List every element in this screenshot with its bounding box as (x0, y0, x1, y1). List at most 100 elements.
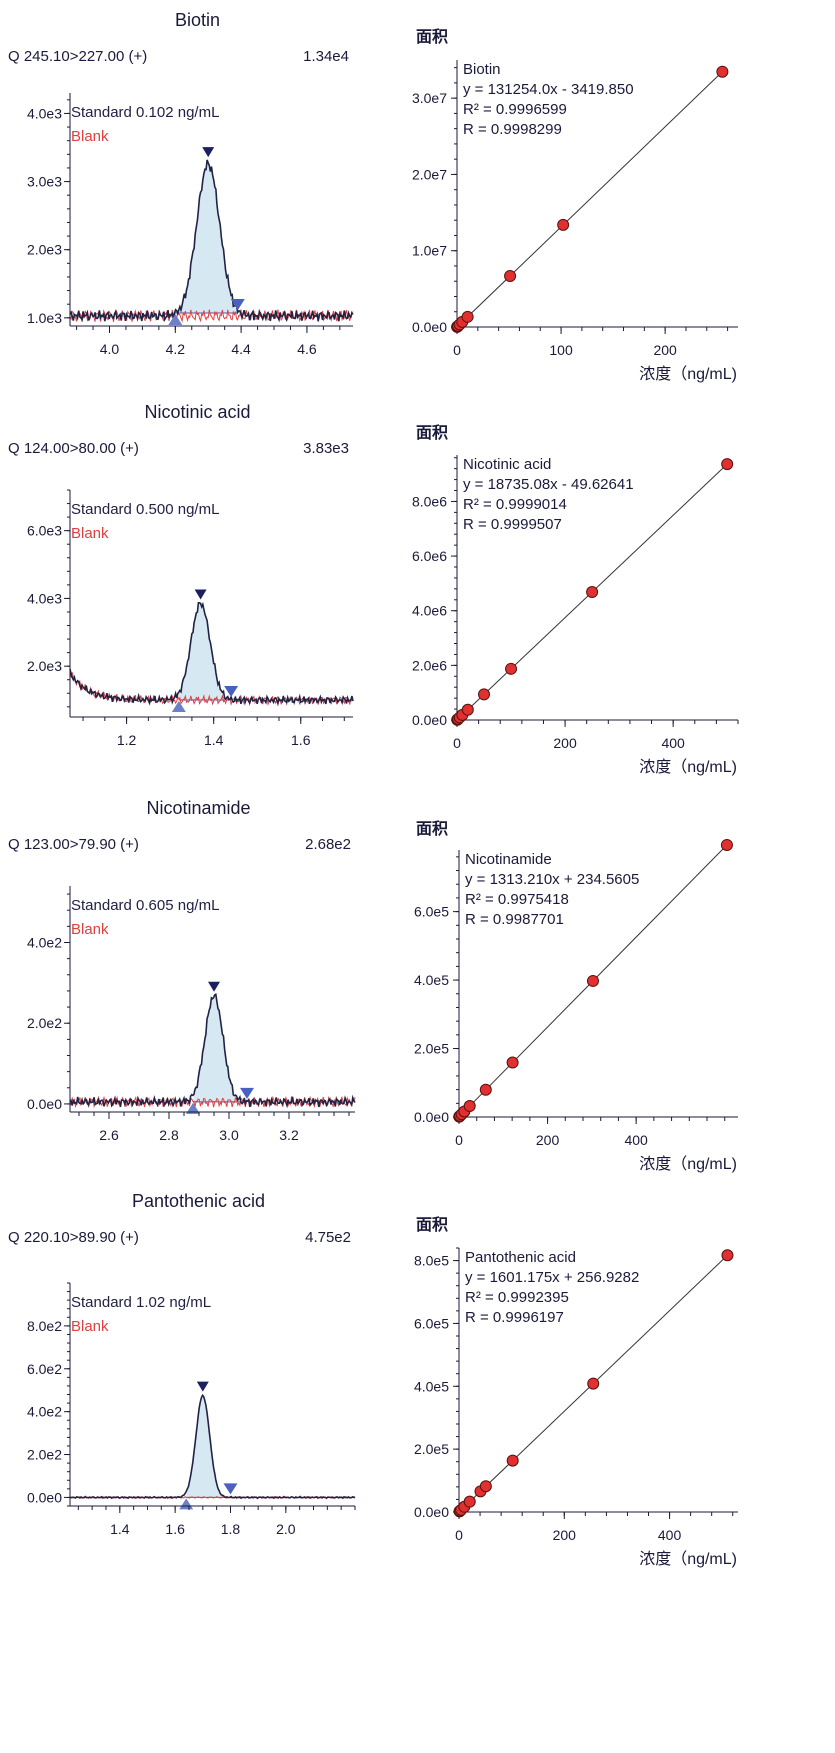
equation-line: y = 131254.0x - 3419.850 (463, 81, 634, 98)
data-point (716, 65, 729, 78)
peak-end-marker (230, 299, 245, 311)
data-point (721, 458, 734, 471)
chart-title: Nicotinamide (146, 798, 250, 818)
x-tick-label: 400 (661, 735, 685, 751)
data-point (479, 1480, 492, 1493)
legend-blank: Blank (71, 128, 109, 145)
peak-area (178, 602, 232, 701)
x-axis-label: 浓度（ng/mL) (639, 1550, 737, 1568)
max-intensity-label: 3.83e3 (303, 440, 349, 457)
y-tick-label: 2.0e5 (414, 1041, 449, 1057)
transition-label: Q 124.00>80.00 (+) (8, 440, 139, 457)
x-tick-label: 1.4 (110, 1521, 130, 1537)
chromatogram-3: Pantothenic acid Q 220.10>89.90 (+) 4.75e2… (8, 1191, 356, 1537)
y-tick-label: 8.0e5 (414, 1253, 449, 1269)
equation-compound: Biotin (463, 61, 501, 78)
x-tick-label: 1.6 (165, 1521, 185, 1537)
transition-label: Q 245.10>227.00 (+) (8, 48, 147, 65)
max-intensity-label: 2.68e2 (305, 836, 351, 853)
legend-standard: Standard 0.102 ng/mL (71, 104, 219, 121)
y-tick-label: 4.0e6 (412, 603, 447, 619)
legend-standard: Standard 0.605 ng/mL (71, 897, 219, 914)
y-tick-label: 4.0e5 (414, 972, 449, 988)
equation-line: R² = 0.9975418 (465, 891, 569, 908)
x-axis-label: 浓度（ng/mL) (639, 758, 737, 776)
x-tick-label: 200 (553, 735, 577, 751)
data-point (506, 1454, 519, 1467)
x-tick-label: 200 (536, 1132, 560, 1148)
chromatogram-2: Nicotinamide Q 123.00>79.90 (+) 2.68e2 0.0e… (8, 798, 356, 1143)
x-tick-label: 4.4 (231, 341, 251, 357)
peak-start-marker (168, 314, 183, 326)
equation-line: R² = 0.9992395 (465, 1289, 569, 1306)
y-tick-label: 0.0e0 (412, 712, 447, 728)
x-tick-label: 0 (455, 1132, 463, 1148)
x-tick-label: 200 (653, 342, 677, 358)
peak-end-marker (223, 1483, 238, 1495)
x-tick-label: 200 (553, 1527, 577, 1543)
equation-line: R = 0.9999507 (463, 516, 562, 533)
y-tick-label: 0.0e0 (27, 1489, 62, 1505)
legend-blank: Blank (71, 525, 109, 542)
y-tick-label: 1.0e7 (412, 243, 447, 259)
x-tick-label: 1.6 (291, 732, 311, 748)
x-tick-label: 4.0 (100, 341, 120, 357)
y-tick-label: 6.0e5 (414, 904, 449, 920)
peak-area (175, 159, 238, 314)
standard-trace (69, 993, 356, 1109)
x-tick-label: 1.4 (204, 732, 224, 748)
y-tick-label: 0.0e0 (412, 319, 447, 335)
data-point (720, 838, 733, 851)
standard-trace (69, 601, 354, 707)
equation-line: y = 1601.175x + 256.9282 (465, 1269, 639, 1286)
y-tick-label: 0.0e0 (414, 1504, 449, 1520)
y-tick-label: 4.0e5 (414, 1378, 449, 1394)
legend-blank: Blank (71, 1318, 109, 1335)
x-tick-label: 2.0 (276, 1521, 296, 1537)
peak-end-marker (240, 1087, 254, 1099)
peak-end-marker (224, 686, 239, 698)
y-tick-label: 2.0e3 (27, 242, 62, 258)
y-tick-label: 4.0e3 (27, 590, 62, 606)
equation-line: R² = 0.9996599 (463, 101, 567, 118)
max-intensity-label: 4.75e2 (305, 1229, 351, 1246)
x-tick-label: 100 (549, 342, 573, 358)
chromatogram-1: Nicotinic acid Q 124.00>80.00 (+) 3.83e3 2.… (8, 402, 354, 748)
standard-trace (69, 1393, 356, 1500)
equation-compound: Nicotinic acid (463, 456, 551, 473)
y-tick-label: 8.0e6 (412, 493, 447, 509)
chart-title: Nicotinic acid (144, 402, 250, 422)
data-point (721, 1249, 734, 1262)
equation-line: R = 0.9987701 (465, 911, 564, 928)
y-tick-label: 6.0e2 (27, 1361, 62, 1377)
y-tick-label: 4.0e3 (27, 105, 62, 121)
y-tick-label: 1.0e3 (27, 310, 62, 326)
peak-start-marker (186, 1102, 200, 1114)
standard-trace (69, 159, 354, 323)
max-intensity-label: 1.34e4 (303, 48, 349, 65)
peak-apex-marker (196, 1381, 209, 1392)
data-point (506, 1056, 519, 1069)
y-tick-label: 2.0e7 (412, 166, 447, 182)
equation-line: R = 0.9996197 (465, 1309, 564, 1326)
data-point (463, 1495, 476, 1508)
y-tick-label: 2.0e2 (27, 1447, 62, 1463)
y-tick-label: 2.0e3 (27, 658, 62, 674)
y-tick-label: 6.0e5 (414, 1315, 449, 1331)
peak-apex-marker (194, 589, 207, 600)
x-tick-label: 2.8 (159, 1127, 179, 1143)
y-tick-label: 0.0e0 (414, 1109, 449, 1125)
x-tick-label: 1.2 (117, 732, 137, 748)
y-axis-label: 面积 (416, 28, 448, 46)
y-axis-label: 面积 (416, 424, 448, 442)
blank-trace (69, 1095, 356, 1109)
y-axis-label: 面积 (416, 1216, 448, 1234)
legend-standard: Standard 0.500 ng/mL (71, 501, 219, 518)
x-tick-label: 1.8 (221, 1521, 241, 1537)
x-tick-label: 400 (624, 1132, 648, 1148)
equation-line: y = 1313.210x + 234.5605 (465, 871, 639, 888)
chart-title: Pantothenic acid (132, 1191, 265, 1211)
